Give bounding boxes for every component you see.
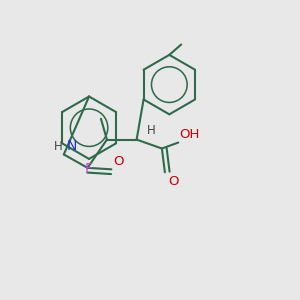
Text: O: O — [113, 155, 123, 168]
Text: H: H — [147, 124, 156, 137]
Text: O: O — [168, 175, 178, 188]
Text: F: F — [85, 162, 93, 176]
Text: H: H — [54, 140, 62, 153]
Text: OH: OH — [180, 128, 200, 141]
Text: N: N — [66, 139, 76, 153]
